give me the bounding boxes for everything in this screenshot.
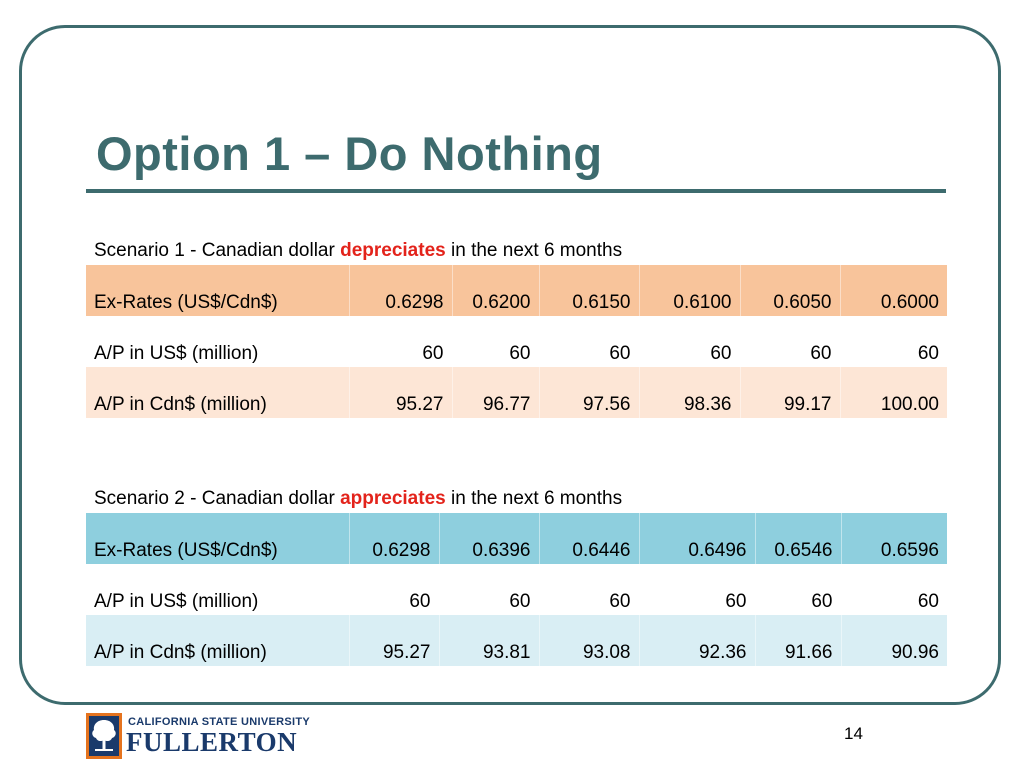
row-label: A/P in US$ (million)	[86, 316, 349, 367]
table-cell: 95.27	[348, 367, 452, 418]
table-cell: 60	[538, 564, 639, 615]
table-cell: 91.66	[754, 615, 841, 666]
table-row: A/P in US$ (million) 60 60 60 60 60 60	[86, 316, 947, 367]
table-cell: 95.27	[348, 615, 439, 666]
table-cell: 60	[348, 564, 439, 615]
table-cell: 60	[840, 564, 947, 615]
tree-emblem-icon	[86, 713, 122, 759]
table-cell: 60	[348, 316, 452, 367]
row-label: A/P in US$ (million)	[86, 564, 349, 615]
scenario-2-caption-suffix: in the next 6 months	[445, 488, 623, 509]
table-cell: 60	[839, 316, 947, 367]
slide-frame	[19, 25, 1001, 705]
table-cell: 0.6100	[638, 265, 740, 316]
table-cell: 0.6298	[348, 265, 452, 316]
table-cell: 0.6596	[840, 513, 947, 564]
scenario-1-table: Ex-Rates (US$/Cdn$) 0.6298 0.6200 0.6150…	[86, 265, 947, 418]
table-row: Ex-Rates (US$/Cdn$) 0.6298 0.6396 0.6446…	[86, 513, 947, 564]
table-row: A/P in US$ (million) 60 60 60 60 60 60	[86, 564, 947, 615]
page-number: 14	[844, 724, 863, 743]
table-cell: 0.6000	[839, 265, 947, 316]
table-row: A/P in Cdn$ (million) 95.27 96.77 97.56 …	[86, 367, 947, 418]
scenario-2-caption: Scenario 2 - Canadian dollar appreciates…	[94, 488, 622, 510]
table-cell: 0.6200	[451, 265, 539, 316]
table-cell: 60	[739, 316, 840, 367]
row-label: A/P in Cdn$ (million)	[86, 367, 349, 418]
table-cell: 0.6298	[348, 513, 439, 564]
table-cell: 93.81	[438, 615, 539, 666]
scenario-1-caption-suffix: in the next 6 months	[445, 240, 623, 261]
scenario-1-caption-prefix: Scenario 1 - Canadian dollar	[94, 240, 341, 261]
title-underline	[86, 189, 946, 193]
table-cell: 0.6050	[739, 265, 840, 316]
table-cell: 60	[438, 564, 539, 615]
table-cell: 60	[451, 316, 539, 367]
table-cell: 0.6446	[538, 513, 639, 564]
row-label: Ex-Rates (US$/Cdn$)	[86, 265, 349, 316]
table-cell: 92.36	[638, 615, 755, 666]
table-cell: 97.56	[538, 367, 639, 418]
table-cell: 60	[638, 316, 740, 367]
scenario-2-table: Ex-Rates (US$/Cdn$) 0.6298 0.6396 0.6446…	[86, 513, 947, 666]
table-cell: 96.77	[451, 367, 539, 418]
table-cell: 98.36	[638, 367, 740, 418]
table-cell: 60	[538, 316, 639, 367]
table-cell: 0.6496	[638, 513, 755, 564]
logo-line-2: FULLERTON	[126, 727, 298, 757]
logo-line-1: CALIFORNIA STATE UNIVERSITY	[128, 716, 311, 728]
row-label: A/P in Cdn$ (million)	[86, 615, 349, 666]
slide-title: Option 1 – Do Nothing	[96, 127, 603, 180]
table-row: Ex-Rates (US$/Cdn$) 0.6298 0.6200 0.6150…	[86, 265, 947, 316]
scenario-1-caption-highlight: depreciates	[340, 240, 446, 261]
table-cell: 0.6150	[538, 265, 639, 316]
table-cell: 60	[638, 564, 755, 615]
table-cell: 0.6546	[754, 513, 841, 564]
table-cell: 60	[754, 564, 841, 615]
table-cell: 0.6396	[438, 513, 539, 564]
scenario-1-caption: Scenario 1 - Canadian dollar depreciates…	[94, 240, 622, 262]
row-label: Ex-Rates (US$/Cdn$)	[86, 513, 349, 564]
table-cell: 100.00	[839, 367, 947, 418]
scenario-2-caption-highlight: appreciates	[340, 488, 446, 509]
table-cell: 93.08	[538, 615, 639, 666]
table-cell: 99.17	[739, 367, 840, 418]
university-logo: CALIFORNIA STATE UNIVERSITY FULLERTON	[86, 713, 310, 759]
table-row: A/P in Cdn$ (million) 95.27 93.81 93.08 …	[86, 615, 947, 666]
table-cell: 90.96	[840, 615, 947, 666]
scenario-2-caption-prefix: Scenario 2 - Canadian dollar	[94, 488, 341, 509]
